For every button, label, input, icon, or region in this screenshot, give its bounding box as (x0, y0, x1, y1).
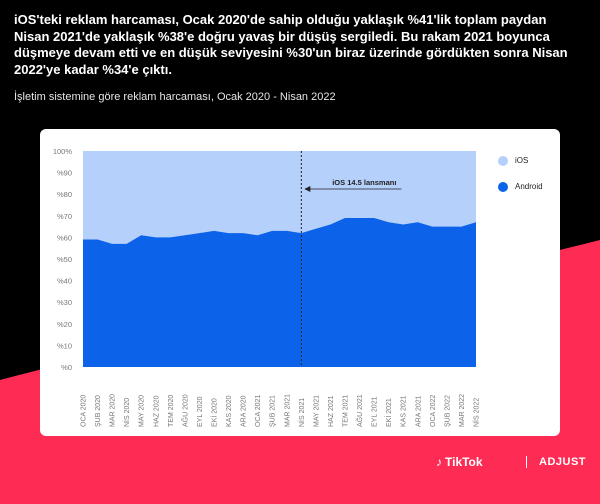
x-tick-label: ŞUB 2020 (95, 395, 102, 427)
tiktok-logo: ♪ TikTok (436, 454, 483, 470)
y-tick-label: %70 (57, 212, 72, 221)
x-tick-label: EKİ 2021 (384, 398, 393, 427)
brand-divider (526, 456, 527, 468)
x-tick-label: KAS 2021 (401, 395, 408, 427)
y-tick-label: %90 (57, 169, 72, 178)
annotation-label: iOS 14.5 lansmanı (332, 178, 396, 187)
android-area (83, 217, 476, 367)
y-tick-label: %20 (57, 320, 72, 329)
x-tick-label: KAS 2020 (226, 395, 233, 427)
x-tick-label: ŞUB 2021 (270, 395, 277, 427)
legend-item-ios: iOS (498, 154, 543, 167)
x-tick-label: HAZ 2020 (153, 395, 160, 427)
legend-swatch-android (498, 181, 508, 192)
x-tick-label: NİS 2021 (297, 398, 306, 427)
tiktok-wordmark: TikTok (445, 455, 483, 469)
x-tick-label: NİS 2022 (472, 398, 481, 427)
headline: iOS'teki reklam harcaması, Ocak 2020'de … (14, 12, 568, 77)
y-tick-label: %40 (57, 277, 72, 286)
chart-card: %0 %10 %20 %30 %40 %50 %60 %70 %80 %90 100% OCA 20… (40, 129, 560, 436)
legend-label-ios: iOS (515, 156, 529, 165)
x-tick-label: TEM 2020 (168, 395, 175, 427)
y-tick-label: %80 (57, 190, 72, 199)
chart-subtitle: İşletim sistemine göre reklam harcaması,… (14, 91, 336, 103)
x-tick-label: MAR 2020 (110, 394, 117, 427)
x-tick-label: ŞUB 2022 (444, 395, 451, 427)
x-tick-label: OCA 2020 (81, 395, 88, 427)
x-tick-label: EKİ 2020 (210, 398, 219, 427)
x-tick-label: HAZ 2021 (328, 395, 335, 427)
x-tick-label: AĞU 2021 (355, 394, 364, 427)
x-tick-label: MAY 2021 (313, 395, 320, 427)
y-tick-label: 100% (53, 147, 73, 156)
y-tick-label: %0 (61, 363, 72, 372)
x-tick-label: MAR 2022 (459, 394, 466, 427)
y-tick-label: %50 (57, 255, 72, 264)
y-tick-label: %10 (57, 341, 72, 350)
legend-item-android: Android (498, 180, 543, 193)
legend-swatch-ios (498, 155, 508, 166)
x-tick-label: TEM 2021 (343, 395, 350, 427)
x-tick-label: ARA 2021 (415, 395, 422, 427)
x-tick-label: OCA 2022 (430, 395, 437, 427)
x-tick-label: MAR 2021 (284, 394, 291, 427)
legend-label-android: Android (515, 182, 543, 191)
x-tick-label: EYL 2020 (197, 396, 204, 427)
y-tick-label: %30 (57, 298, 72, 307)
annotation-arrowhead (304, 186, 311, 192)
tiktok-note-icon: ♪ (436, 455, 442, 469)
x-tick-label: AĞU 2020 (180, 394, 189, 427)
area-chart: %0 %10 %20 %30 %40 %50 %60 %70 %80 %90 100% OCA 20… (53, 147, 481, 427)
x-tick-label: OCA 2021 (255, 395, 262, 427)
x-tick-label: NİS 2020 (122, 398, 131, 427)
x-tick-label: ARA 2020 (241, 395, 248, 427)
y-tick-label: %60 (57, 233, 72, 242)
x-tick-label: MAY 2020 (139, 395, 146, 427)
legend: iOS Android (498, 154, 543, 206)
adjust-logo: ADJUST (539, 456, 587, 468)
x-tick-label: EYL 2021 (372, 396, 379, 427)
